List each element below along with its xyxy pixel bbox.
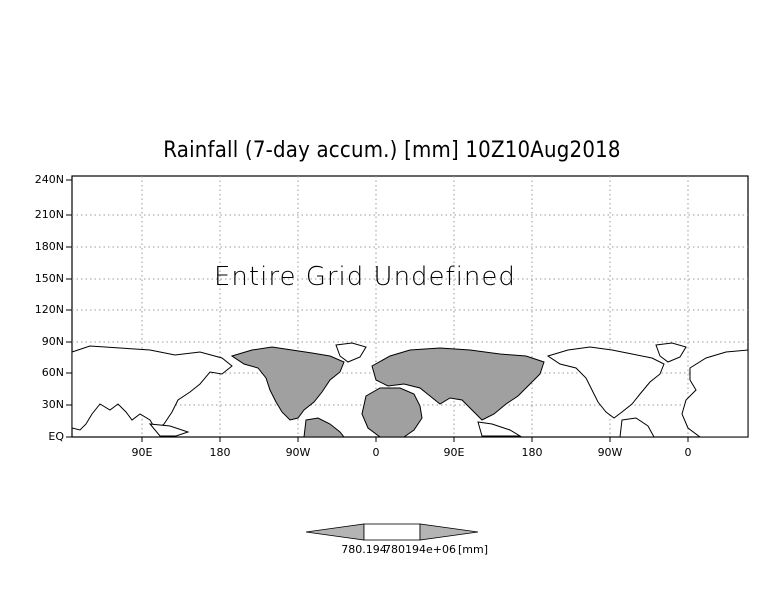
land-europe-africa-right <box>681 349 749 438</box>
land-south-america <box>303 417 346 438</box>
land-greenland <box>335 342 367 363</box>
land-masses <box>71 342 749 438</box>
land-asia-left <box>71 345 233 431</box>
colorbar-middle <box>363 523 421 541</box>
y-tick-label: 210N <box>35 208 64 221</box>
y-tick-label: 30N <box>42 398 64 411</box>
y-tick-label: EQ <box>48 430 64 443</box>
land-greenland-right <box>655 342 687 363</box>
x-tick-label: 180 <box>210 446 231 459</box>
y-tick-label: 90N <box>42 335 64 348</box>
y-tick-label: 60N <box>42 366 64 379</box>
colorbar-min-label: 780.194 <box>341 543 387 556</box>
land-north-america-right <box>546 346 665 419</box>
x-tick-label: 90E <box>444 446 465 459</box>
colorbar: 780.194 780194e+06 [mm] <box>305 523 488 556</box>
colorbar-max-label: 780194e+06 <box>384 543 456 556</box>
x-tick-label: 90W <box>286 446 311 459</box>
x-tick-label: 90E <box>132 446 153 459</box>
x-axis: 90E 180 90W 0 90E 180 90W 0 <box>132 437 692 459</box>
land-se-asia <box>477 421 522 437</box>
colorbar-right-arrow <box>419 523 479 541</box>
map-title: Rainfall (7-day accum.) [mm] 10Z10Aug201… <box>163 138 621 163</box>
undefined-grid-message: Entire Grid Undefined <box>214 262 516 292</box>
land-se-asia-left <box>148 423 190 437</box>
y-tick-label: 150N <box>35 272 64 285</box>
x-tick-label: 0 <box>373 446 380 459</box>
colorbar-unit-label: [mm] <box>458 543 488 556</box>
land-north-america <box>230 346 345 421</box>
x-tick-label: 0 <box>685 446 692 459</box>
y-tick-label: 240N <box>35 173 64 186</box>
colorbar-left-arrow <box>305 523 365 541</box>
y-tick-label: 120N <box>35 303 64 316</box>
x-tick-label: 90W <box>598 446 623 459</box>
land-south-america-right <box>619 417 655 438</box>
x-tick-label: 180 <box>522 446 543 459</box>
y-tick-label: 180N <box>35 240 64 253</box>
land-eurasia <box>371 347 545 421</box>
land-africa <box>361 387 423 438</box>
y-axis: EQ 30N 60N 90N 120N 150N 180N 210N 240N <box>35 173 72 443</box>
